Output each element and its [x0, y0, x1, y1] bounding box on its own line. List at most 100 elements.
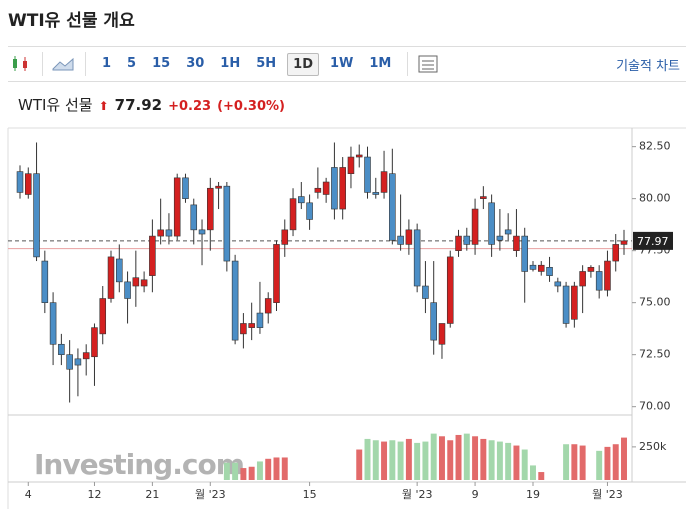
change-pct: (+0.30%) — [217, 99, 285, 114]
volume-bar — [422, 441, 429, 480]
volume-bar — [265, 458, 272, 480]
candle-body — [58, 343, 65, 355]
volume-bar — [240, 468, 247, 480]
volume-bar — [521, 449, 528, 480]
candle-body — [355, 154, 363, 158]
volume-bar — [496, 441, 503, 480]
candle-body — [66, 354, 73, 370]
volume-bar — [505, 442, 512, 480]
candle-body — [529, 264, 537, 270]
x-tick-label: 9 — [472, 488, 479, 501]
candle-body — [173, 177, 181, 237]
candle-body — [380, 171, 388, 193]
volume-bar — [612, 444, 619, 480]
candle-body — [190, 204, 198, 231]
candle-body — [314, 187, 322, 193]
candle-body — [16, 171, 24, 193]
candle-body — [620, 240, 628, 245]
candle-body — [389, 173, 396, 241]
interval-button[interactable]: 5 — [127, 55, 137, 71]
candle-body — [513, 235, 520, 251]
interval-button[interactable]: 15 — [152, 55, 171, 71]
x-tick-label: 21 — [145, 488, 159, 501]
candle-body — [140, 279, 148, 287]
volume-bar — [538, 472, 545, 480]
volume-bar — [232, 462, 239, 480]
candle-body — [182, 177, 189, 199]
candle-body — [604, 260, 611, 291]
interval-button[interactable]: 30 — [186, 55, 205, 71]
candle-body — [413, 229, 421, 287]
technical-chart-link[interactable]: 기술적 차트 — [616, 58, 680, 74]
candle-body — [132, 277, 140, 287]
interval-button[interactable]: 1H — [220, 55, 241, 71]
volume-bar — [256, 461, 263, 480]
volume-bar — [596, 450, 603, 480]
candle-body — [331, 167, 338, 210]
volume-bar — [513, 445, 520, 480]
candle-body — [198, 229, 206, 235]
page-title: WTI유 선물 개요 — [8, 11, 135, 31]
candle-body — [364, 156, 371, 193]
table-icon[interactable] — [416, 54, 440, 74]
candle-body — [281, 229, 289, 245]
volume-bar — [389, 440, 396, 480]
candle-body — [480, 196, 487, 199]
y-tick-label: 82.50 — [639, 140, 671, 153]
candle-body — [595, 271, 603, 291]
x-tick-label: 4 — [25, 488, 32, 501]
instrument-name: WTI유 선물 — [18, 96, 93, 114]
candle-body — [248, 323, 255, 328]
candle-body — [422, 285, 429, 299]
candle-body — [298, 196, 305, 204]
candle-body — [223, 185, 231, 262]
candle-body — [165, 229, 173, 237]
candle-body — [430, 302, 437, 341]
x-tick-label: 12 — [87, 488, 101, 501]
interval-button[interactable]: 1 — [102, 55, 112, 71]
interval-button[interactable]: 1M — [369, 55, 392, 71]
volume-bar — [621, 437, 627, 480]
candle-body — [215, 185, 222, 189]
volume-bar — [488, 440, 495, 480]
interval-button[interactable]: 5H — [256, 55, 277, 71]
volume-bar — [414, 442, 421, 480]
candle-body — [504, 229, 512, 235]
x-tick-label: 월 '23 — [402, 488, 433, 501]
volume-bar — [397, 441, 404, 480]
y-tick-label: 75.00 — [639, 296, 671, 309]
candle-icon[interactable] — [8, 54, 34, 74]
candle-body — [463, 235, 471, 245]
watermark: Investing.com — [34, 448, 244, 481]
y-tick-label: 70.00 — [639, 400, 671, 413]
candle-body — [521, 235, 528, 272]
candle-body — [455, 235, 462, 251]
y2-tick-label: 250k — [639, 440, 667, 453]
volume-bar — [530, 465, 536, 480]
candle-body — [256, 312, 264, 328]
volume-bar — [604, 446, 611, 480]
candle-body — [496, 235, 504, 241]
y-tick-label: 80.00 — [639, 192, 671, 205]
candle-body — [446, 256, 454, 324]
up-arrow: ⬆ — [98, 99, 109, 113]
candle-body — [322, 181, 330, 195]
volume-bar — [364, 438, 371, 480]
x-tick-label: 월 '23 — [592, 488, 623, 501]
candle-body — [554, 281, 562, 287]
candle-body — [74, 358, 82, 366]
candle-body — [397, 235, 404, 245]
candle-body — [116, 258, 123, 283]
candle-body — [24, 173, 32, 195]
volume-bar — [455, 434, 462, 480]
instrument-header: WTI유 선물 ⬆ 77.92 +0.23 (+0.30%) — [18, 94, 285, 115]
interval-button[interactable]: 1W — [330, 55, 354, 71]
y-tick-label: 77.50 — [639, 244, 671, 257]
volume-bar — [438, 436, 445, 480]
x-tick-label: 19 — [526, 488, 540, 501]
area-icon[interactable] — [51, 54, 77, 74]
interval-button[interactable]: 1D — [287, 52, 319, 76]
volume-bar — [223, 462, 230, 480]
volume-bar — [405, 438, 412, 480]
